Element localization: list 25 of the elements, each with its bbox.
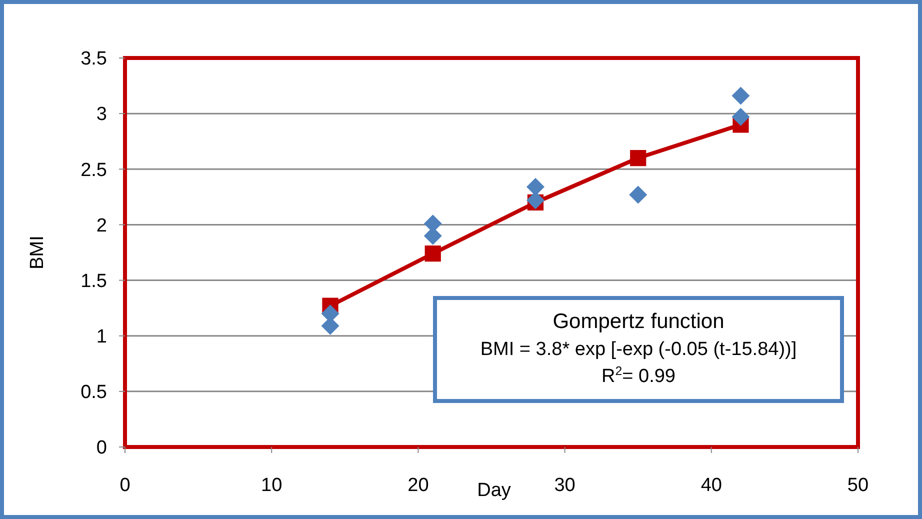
y-tick-label: 3.5 — [80, 48, 107, 70]
point — [526, 178, 544, 196]
x-tick-label: 20 — [408, 475, 429, 496]
y-axis-title: BMI — [27, 236, 48, 270]
x-tick-label: 50 — [847, 475, 869, 496]
point — [732, 108, 750, 126]
annotation: Gompertz function — [552, 310, 724, 333]
y-tick-label: 1 — [96, 326, 107, 348]
x-tick-label: 10 — [261, 475, 282, 496]
x-tick-label: 30 — [554, 475, 576, 496]
point — [732, 86, 750, 105]
annotation: R$^{2}$= 0.99 — [602, 364, 676, 387]
y-tick-label: 2.5 — [80, 160, 107, 181]
point — [629, 186, 648, 204]
y-tick-label: 3 — [96, 104, 107, 126]
x-tick-label: 40 — [700, 475, 722, 496]
annotation: BMI = 3.8* exp [-exp (-0.05 (t-15.84))] — [480, 339, 797, 360]
y-tick-label: 0.5 — [80, 382, 107, 404]
y-tick-label: 0 — [96, 438, 107, 459]
x-axis-title: Day — [477, 480, 512, 501]
point — [630, 150, 646, 166]
x-tick-label: 0 — [120, 475, 130, 496]
y-tick-label: 2 — [96, 215, 107, 236]
y-tick-label: 1.5 — [80, 270, 107, 292]
point — [424, 246, 441, 262]
